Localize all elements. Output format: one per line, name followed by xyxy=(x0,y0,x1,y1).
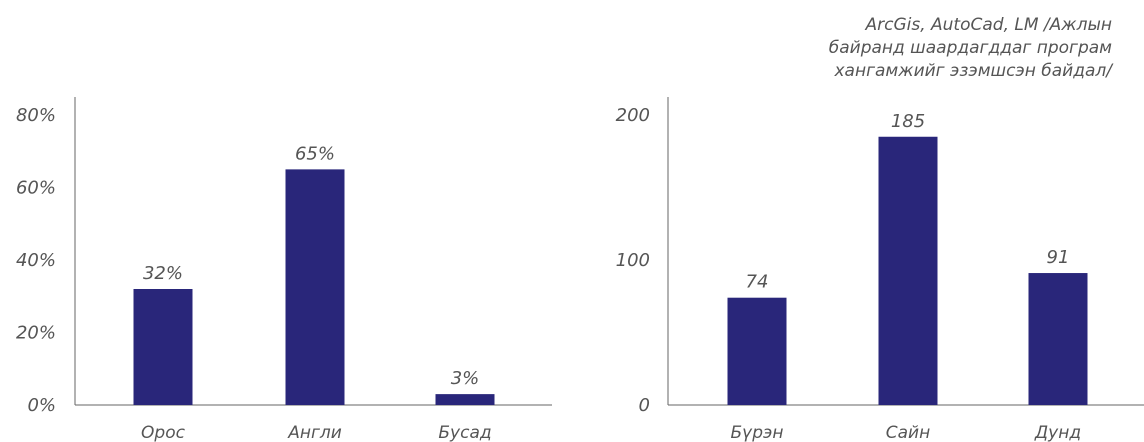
chart-1-bar xyxy=(435,394,495,405)
chart-2-title: ArcGis, AutoCad, LM /Ажлын байранд шаард… xyxy=(752,14,1112,83)
chart-1-category-label: Англи xyxy=(287,423,342,442)
chart-1-y-tick-label: 0% xyxy=(27,395,56,416)
chart-2-bar xyxy=(1028,273,1088,405)
chart-1-category-label: Бусад xyxy=(438,423,491,442)
chart-2-data-label: 185 xyxy=(891,111,925,132)
chart-2-title-line-1: ArcGis, AutoCad, LM /Ажлын xyxy=(865,15,1113,35)
chart-2-category-label: Бүрэн xyxy=(731,423,784,442)
chart-2-data-label: 91 xyxy=(1047,247,1070,268)
chart-2-category-label: Дунд xyxy=(1034,423,1081,442)
chart-1-data-label: 65% xyxy=(295,143,335,164)
chart-1-y-tick-label: 80% xyxy=(16,105,56,126)
chart-1-bar xyxy=(133,289,193,405)
chart-2-bar xyxy=(878,136,938,405)
chart-2-y-tick-label: 100 xyxy=(616,250,650,271)
chart-1-category-label: Орос xyxy=(141,423,186,442)
chart-2-y-tick-label: 200 xyxy=(616,105,650,126)
chart-2-data-label: 74 xyxy=(746,272,769,293)
chart-1-data-label: 3% xyxy=(451,368,480,389)
chart-1-y-tick-label: 60% xyxy=(16,178,56,199)
chart-2-y-tick-label: 0 xyxy=(639,395,650,416)
chart-2-title-line-3: хангамжийг эзэмшсэн байдал/ xyxy=(834,61,1112,81)
chart-1-y-tick-label: 20% xyxy=(16,323,56,344)
chart-2-bar xyxy=(727,297,787,405)
chart-2-title-line-2: байранд шаардагддаг програм xyxy=(828,38,1112,58)
chart-1-bar xyxy=(285,169,345,405)
chart-1-data-label: 32% xyxy=(143,263,183,284)
chart-1-y-tick-label: 40% xyxy=(16,250,56,271)
chart-2-category-label: Сайн xyxy=(886,423,930,442)
